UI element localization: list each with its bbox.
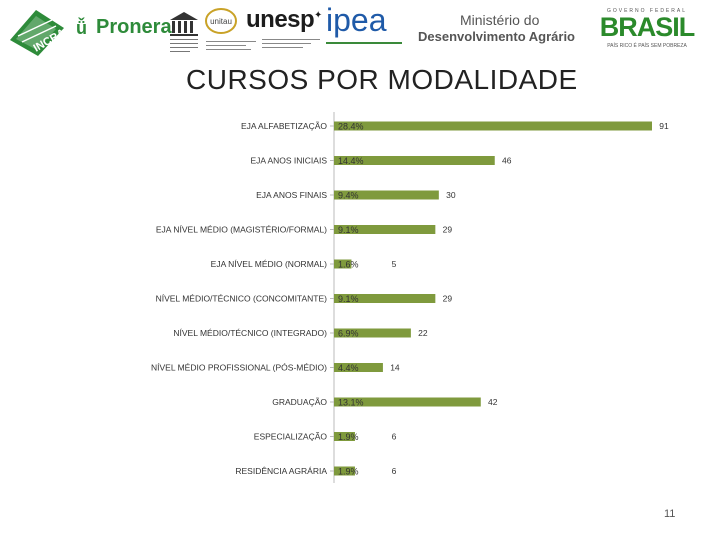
unitau-logo-text: unitau <box>210 17 232 26</box>
percent-label: 1.9% <box>338 432 359 442</box>
percent-label: 9.1% <box>338 294 359 304</box>
unesp-logo: unesp ✦ <box>246 6 322 36</box>
percent-label: 9.4% <box>338 191 359 201</box>
value-label: 6 <box>392 466 397 476</box>
ministerio-line1: Ministério do <box>460 12 540 28</box>
slide-title: CURSOS POR MODALIDADE <box>186 64 578 95</box>
value-label: 29 <box>443 225 453 235</box>
pronera-logo: ǚ Pronera <box>76 16 172 42</box>
bar <box>334 432 355 441</box>
bar <box>334 328 411 338</box>
percent-label: 4.4% <box>338 363 359 373</box>
percent-label: 1.9% <box>338 467 359 477</box>
category-label: NÍVEL MÉDIO/TÉCNICO (INTEGRADO) <box>173 328 327 338</box>
logo-bar: INCRA ǚ Pronera unitau unesp ✦ ipe <box>0 0 720 62</box>
category-label: EJA NÍVEL MÉDIO (NORMAL) <box>211 259 328 269</box>
category-label: EJA ALFABETIZAÇÃO <box>241 121 327 131</box>
unitau-caption <box>206 38 256 58</box>
value-label: 14 <box>390 363 400 373</box>
brasil-wordmark: BRASIL <box>599 12 696 42</box>
pronera-people-icon: ǚ <box>76 18 87 38</box>
brasil-slogan: PAÍS RICO É PAÍS SEM POBREZA <box>607 43 687 49</box>
modalidade-bar-chart: EJA ALFABETIZAÇÃO 28.4% 91 EJA ANOS INICIAI… <box>151 112 669 483</box>
pronera-logo-text: Pronera <box>96 16 172 38</box>
incra-logo: INCRA <box>10 10 68 56</box>
value-label: 42 <box>488 397 498 407</box>
value-label: 5 <box>392 259 397 269</box>
category-label: NÍVEL MÉDIO PROFISSIONAL (PÓS-MÉDIO) <box>151 363 327 373</box>
bar <box>334 190 439 200</box>
ipea-logo: ipea <box>326 2 406 52</box>
ministerio-line2: Desenvolvimento Agrário <box>418 29 576 44</box>
ipea-logo-text: ipea <box>326 2 387 38</box>
unesp-caption <box>262 36 320 56</box>
chart-bars: EJA ALFABETIZAÇÃO 28.4% 91 EJA ANOS INICIAI… <box>151 112 669 483</box>
value-label: 46 <box>502 156 512 166</box>
bar <box>334 294 436 303</box>
percent-label: 13.1% <box>338 398 364 408</box>
unesp-logo-text: unesp <box>246 6 315 33</box>
bar <box>334 466 355 476</box>
percent-label: 9.1% <box>338 225 359 235</box>
ipea-underline <box>326 42 402 44</box>
percent-label: 6.9% <box>338 329 359 339</box>
percent-label: 28.4% <box>338 122 364 132</box>
ministerio-logo: Ministério do Desenvolvimento Agrário <box>418 12 580 48</box>
value-label: 29 <box>443 294 453 304</box>
bar <box>334 363 383 372</box>
percent-label: 1.6% <box>338 260 359 270</box>
category-label: NÍVEL MÉDIO/TÉCNICO (CONCOMITANTE) <box>156 294 328 304</box>
bar <box>334 259 352 269</box>
category-label: ESPECIALIZAÇÃO <box>254 432 328 442</box>
unesco-logo <box>170 12 198 52</box>
category-label: EJA NÍVEL MÉDIO (MAGISTÉRIO/FORMAL) <box>156 225 327 235</box>
value-label: 6 <box>392 432 397 442</box>
value-label: 22 <box>418 328 428 338</box>
percent-label: 14.4% <box>338 156 364 166</box>
value-label: 30 <box>446 190 456 200</box>
unesp-star-icon: ✦ <box>314 10 323 21</box>
page-number: 11 <box>664 508 676 520</box>
bar <box>334 397 481 407</box>
value-label: 91 <box>659 121 669 131</box>
category-label: EJA ANOS INICIAIS <box>250 156 327 166</box>
brasil-top-text: GOVERNO FEDERAL <box>606 8 687 14</box>
category-label: RESIDÊNCIA AGRÁRIA <box>235 466 327 476</box>
bar <box>334 225 436 234</box>
unitau-logo: unitau <box>205 8 237 34</box>
category-label: GRADUAÇÃO <box>272 397 327 407</box>
bar <box>334 156 495 165</box>
category-label: EJA ANOS FINAIS <box>256 190 327 200</box>
bar <box>334 121 652 131</box>
brasil-logo: GOVERNO FEDERAL BRASIL PAÍS RICO É PAÍS … <box>596 8 698 52</box>
